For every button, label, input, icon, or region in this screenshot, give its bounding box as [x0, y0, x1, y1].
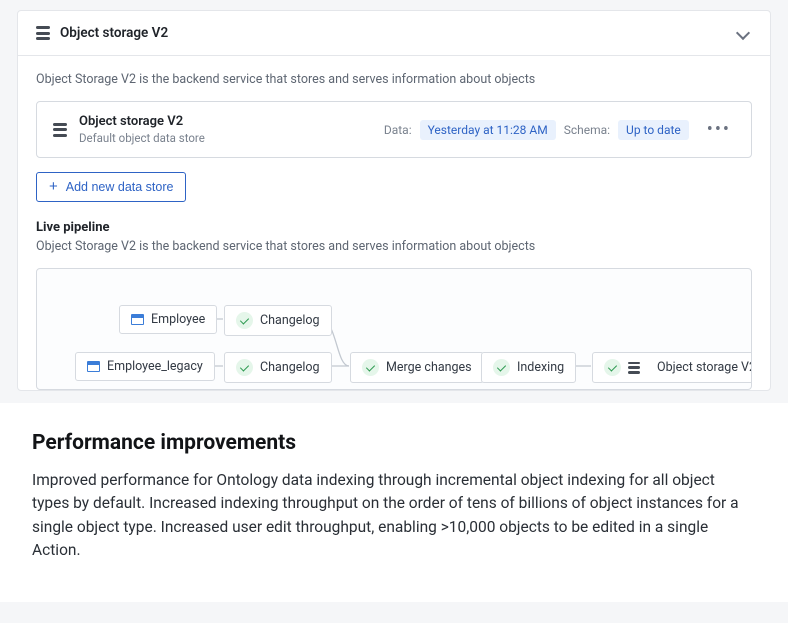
- document-section: Performance improvements Improved perfor…: [0, 403, 788, 602]
- pipeline-node-employee[interactable]: Employee: [119, 305, 217, 334]
- node-label: Object storage V2: [657, 360, 752, 375]
- node-label: Indexing: [517, 360, 564, 375]
- pipeline-canvas[interactable]: Employee Employee_legacy Changelog Changelo…: [36, 268, 752, 390]
- database-icon: [53, 123, 67, 137]
- store-subtitle: Default object data store: [79, 131, 205, 145]
- object-storage-panel: Object storage V2 Object Storage V2 is t…: [17, 10, 771, 391]
- more-actions-icon[interactable]: •••: [703, 125, 735, 135]
- pipeline-node-changelog2[interactable]: Changelog: [224, 352, 332, 383]
- data-label: Data:: [384, 123, 412, 137]
- node-label: Changelog: [260, 360, 320, 375]
- store-info: Object storage V2 Default object data st…: [53, 114, 384, 145]
- pipeline-node-storage[interactable]: Object storage V2: [592, 352, 752, 383]
- panel-body: Object Storage V2 is the backend service…: [18, 56, 770, 390]
- node-label: Employee: [151, 312, 205, 327]
- pipeline-node-indexing[interactable]: Indexing: [481, 352, 576, 383]
- check-icon: [604, 359, 621, 376]
- add-button-label: Add new data store: [66, 180, 174, 194]
- chevron-down-icon[interactable]: [736, 26, 750, 40]
- node-label: Merge changes: [386, 360, 472, 375]
- store-name: Object storage V2: [79, 114, 205, 129]
- data-timestamp-pill[interactable]: Yesterday at 11:28 AM: [420, 120, 556, 140]
- table-icon: [87, 361, 100, 372]
- check-icon: [362, 359, 379, 376]
- pipeline-node-employee_legacy[interactable]: Employee_legacy: [75, 352, 215, 381]
- schema-label: Schema:: [564, 123, 610, 137]
- panel-header[interactable]: Object storage V2: [18, 11, 770, 56]
- add-data-store-button[interactable]: + Add new data store: [36, 172, 186, 202]
- pipeline-title: Live pipeline: [36, 220, 752, 235]
- panel-description: Object Storage V2 is the backend service…: [36, 72, 752, 87]
- pipeline-description: Object Storage V2 is the backend service…: [36, 239, 752, 254]
- check-icon: [236, 359, 253, 376]
- database-icon: [36, 26, 50, 40]
- doc-heading: Performance improvements: [32, 431, 756, 455]
- check-icon: [236, 312, 253, 329]
- pipeline-node-merge[interactable]: Merge changes: [350, 352, 484, 383]
- node-label: Changelog: [260, 313, 320, 328]
- pipeline-node-changelog1[interactable]: Changelog: [224, 305, 332, 336]
- node-label: Employee_legacy: [107, 359, 203, 374]
- plus-icon: +: [49, 181, 58, 193]
- table-icon: [131, 314, 144, 325]
- schema-status-pill[interactable]: Up to date: [618, 120, 689, 140]
- check-icon: [493, 359, 510, 376]
- data-store-card[interactable]: Object storage V2 Default object data st…: [36, 101, 752, 158]
- doc-paragraph: Improved performance for Ontology data i…: [32, 469, 756, 562]
- panel-title: Object storage V2: [60, 25, 738, 41]
- store-meta: Data: Yesterday at 11:28 AM Schema: Up t…: [384, 120, 735, 140]
- database-icon: [628, 362, 640, 374]
